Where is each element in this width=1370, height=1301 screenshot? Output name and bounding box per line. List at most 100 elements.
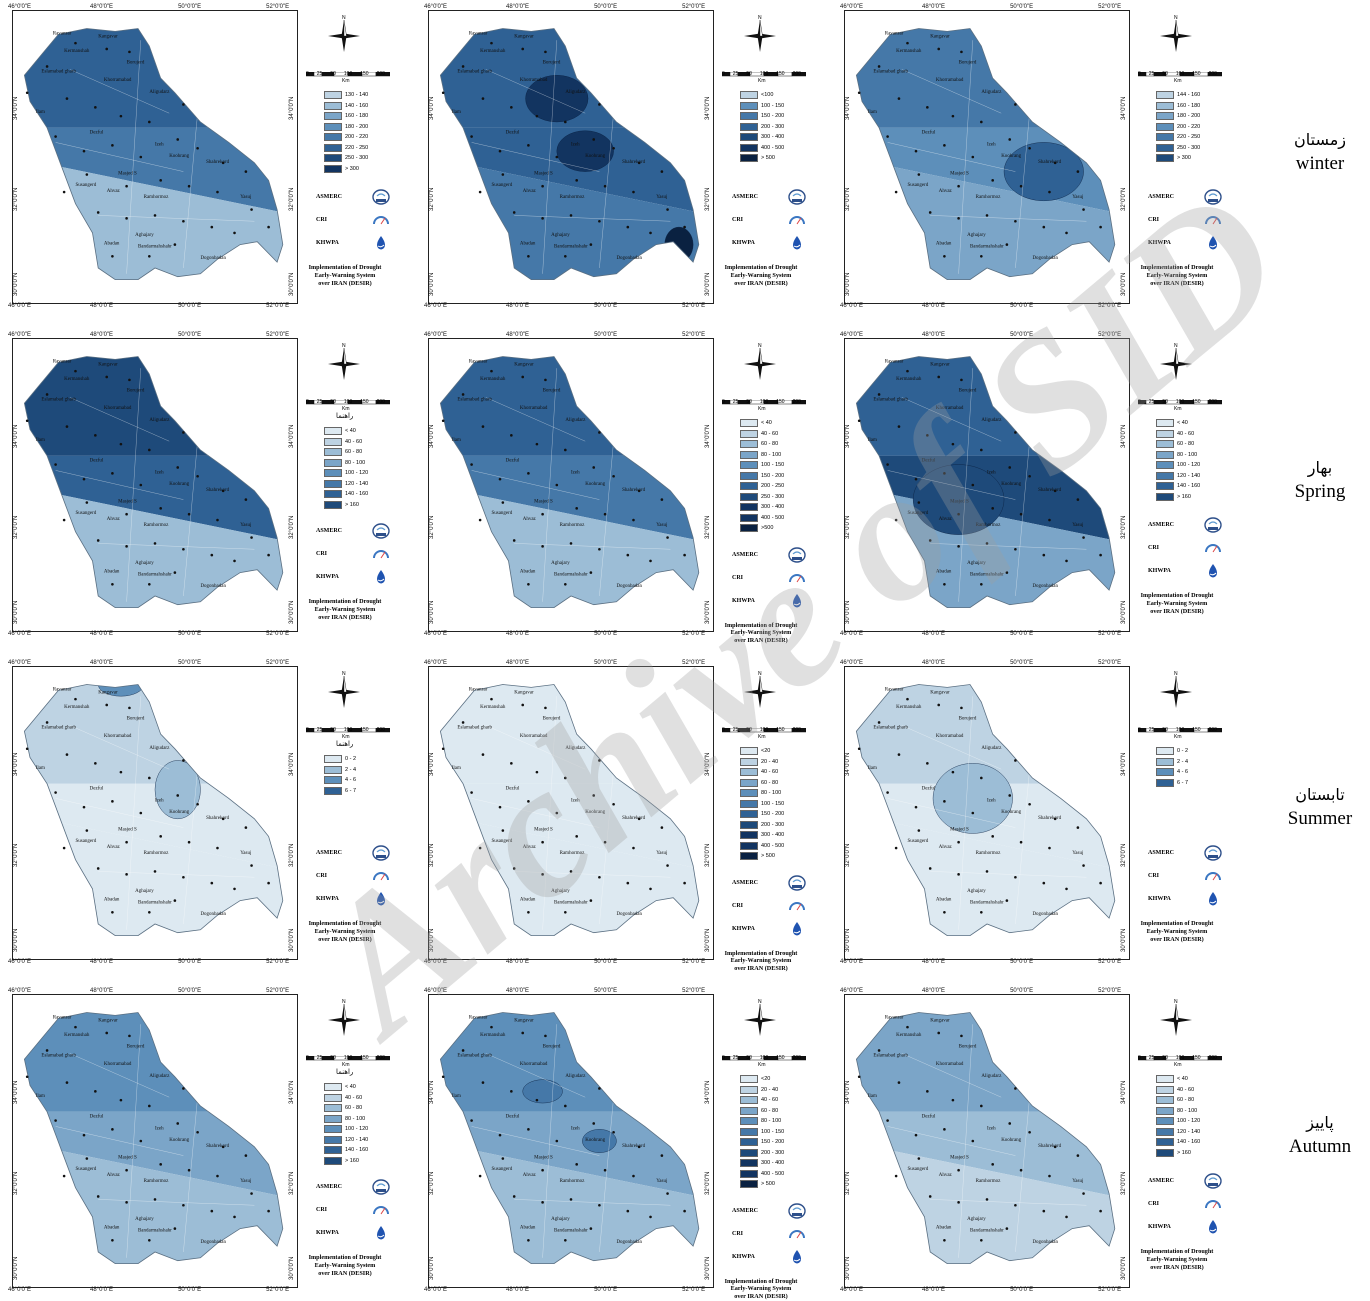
station-dot <box>683 553 686 557</box>
lon-tick-label: 48°0'0"E <box>922 988 946 994</box>
station-dot <box>221 1145 225 1149</box>
scale-bar <box>305 392 391 405</box>
city-label: Aghajary <box>967 233 986 238</box>
legend-row: 400 - 500 <box>740 143 784 154</box>
station-dot <box>111 910 114 914</box>
city-label: Ilam <box>36 766 45 771</box>
station-dot <box>544 706 547 710</box>
lat-tick-label: 34°0'0"N <box>845 97 851 121</box>
lat-tick-label: 30°0'0"N <box>13 1256 19 1280</box>
station-dot <box>65 1081 69 1084</box>
legend-row: 80 - 100 <box>324 1114 368 1125</box>
seal-logo-icon <box>1204 845 1222 861</box>
lon-tick-label: 52°0'0"E <box>682 631 706 637</box>
station-dot <box>512 539 516 542</box>
station-dot <box>957 184 960 188</box>
legend-label: < 40 <box>1177 420 1188 427</box>
station-dot <box>957 217 960 220</box>
city-label: Ravansar <box>469 687 488 692</box>
station-dot <box>564 1104 567 1108</box>
scale-label: 25 <box>316 727 323 733</box>
legend: <100 100 - 150 150 - 200 200 - 300 300 - 400… <box>740 90 784 164</box>
lat-tick-label: 34°0'0"N <box>1121 1081 1127 1105</box>
lat-tick-label: 32°0'0"N <box>13 515 19 539</box>
scale-label: 50 <box>330 727 336 733</box>
station-dot <box>82 149 86 153</box>
city-label: Aligudarz <box>565 418 586 423</box>
map-frame: Kangavar Kermanshah Ravansar Eslamabad ghar… <box>844 338 1130 632</box>
legend-swatch <box>324 479 342 488</box>
city-label: Eslamabad gharb <box>873 397 908 402</box>
station-dot <box>470 463 473 466</box>
station-dot <box>564 910 567 914</box>
season-fa: پاییز <box>1306 1113 1334 1132</box>
station-dot <box>1048 846 1051 850</box>
legend-row: 20 - 40 <box>740 1085 784 1096</box>
legend-row: 120 - 140 <box>1156 1127 1200 1138</box>
city-label: Aligudarz <box>149 746 170 751</box>
station-dot <box>54 463 57 466</box>
legend-row: < 40 <box>1156 418 1200 429</box>
lat-tick-label: 30°0'0"N <box>289 272 295 296</box>
lon-tick-label: 52°0'0"E <box>1098 959 1122 965</box>
city-label: Dezful <box>922 1115 936 1120</box>
scale-label: 50 <box>1162 1055 1168 1061</box>
lon-tick-label: 48°0'0"E <box>506 303 530 309</box>
station-dot <box>914 149 918 153</box>
city-label: Masjed S <box>950 172 969 177</box>
station-dot <box>125 873 128 876</box>
city-label: Bandarmahshahr <box>138 573 172 578</box>
station-dot <box>250 208 253 211</box>
station-dot <box>632 1174 635 1178</box>
scale-labels: 0 25 50 100 150 200 <box>1138 1055 1217 1061</box>
lon-tick-label: 46°0'0"E <box>840 4 864 10</box>
city-label: Eslamabad gharb <box>457 725 492 730</box>
scale-label: 100 <box>1175 727 1185 733</box>
legend-row: 6 - 7 <box>324 786 356 797</box>
legend-label: < 40 <box>761 420 772 427</box>
scale-label: 100 <box>759 1055 769 1061</box>
legend-swatch <box>740 799 758 808</box>
station-dot <box>148 910 151 914</box>
scale-bar <box>721 1048 807 1061</box>
city-label: Ilam <box>868 1094 877 1099</box>
lon-tick-label: 48°0'0"E <box>922 631 946 637</box>
legend-label: 0 - 2 <box>345 756 357 763</box>
lat-tick-label: 32°0'0"N <box>845 1171 851 1195</box>
station-dot <box>660 498 664 501</box>
station-dot <box>632 518 635 522</box>
city-label: Shahrekord <box>622 488 646 493</box>
station-dot <box>25 419 29 423</box>
station-dot <box>541 184 544 188</box>
city-label: Abadan <box>936 1226 952 1231</box>
city-label: Koohrang <box>169 1138 189 1143</box>
north-letter: N <box>758 343 762 349</box>
map-frame: Kangavar Kermanshah Ravansar Eslamabad ghar… <box>844 10 1130 304</box>
legend-label: > 160 <box>1177 1149 1191 1156</box>
station-dot <box>1008 794 1012 797</box>
city-label: Ilam <box>36 110 45 115</box>
scale-unit: Km <box>342 734 350 740</box>
city-label: Kermanshah <box>896 1033 922 1038</box>
city-label: Masjed S <box>534 500 553 505</box>
city-label: Abadan <box>104 242 120 247</box>
lon-tick-label: 50°0'0"E <box>178 303 202 309</box>
station-dot <box>1014 103 1017 106</box>
station-dot <box>857 747 861 751</box>
lon-tick-label: 46°0'0"E <box>8 631 32 637</box>
compass-icon: N <box>1160 15 1192 52</box>
station-dot <box>45 1049 49 1052</box>
station-dot <box>216 518 219 522</box>
legend-swatch <box>1156 768 1174 777</box>
city-label: Yasuj <box>656 851 667 856</box>
lat-tick-label: 30°0'0"N <box>1121 272 1127 296</box>
legend-swatch <box>324 765 342 774</box>
scale-label: 50 <box>330 71 336 77</box>
legend-row: 160 - 180 <box>324 111 368 122</box>
gauge-logo-icon <box>372 868 390 884</box>
city-label: Eslamabad gharb <box>41 397 76 402</box>
legend-swatch <box>740 1075 758 1084</box>
precip-core <box>154 760 201 820</box>
